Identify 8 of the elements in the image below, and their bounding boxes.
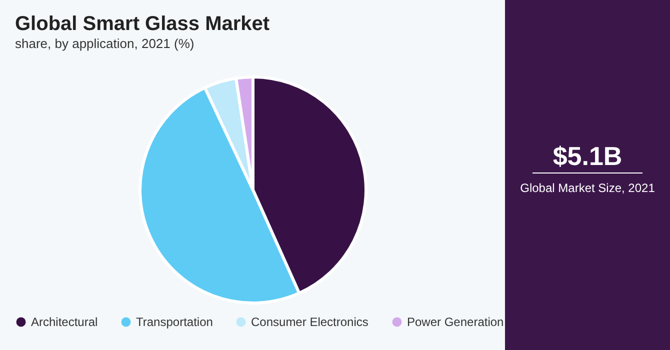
chart-title: Global Smart Glass Market xyxy=(15,13,270,35)
text: $5.1B xyxy=(552,141,622,171)
legend-label: Consumer Electronics xyxy=(251,315,368,329)
text: Global Market Size, 2021 xyxy=(520,181,656,195)
legend-label: Power Generation xyxy=(407,315,504,329)
chart-subtitle: share, by application, 2021 (%) xyxy=(15,36,194,51)
legend-label: Architectural xyxy=(31,315,98,329)
legend-label: Transportation xyxy=(136,315,213,329)
